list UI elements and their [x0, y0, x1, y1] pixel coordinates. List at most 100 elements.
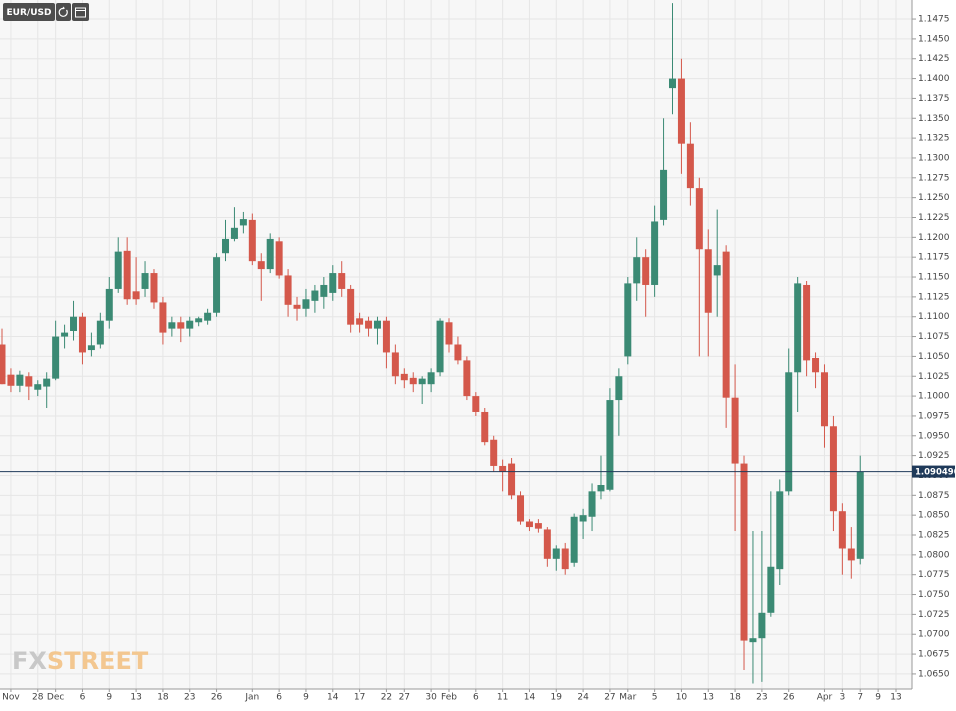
- refresh-button[interactable]: [56, 3, 71, 21]
- candle-body: [70, 316, 78, 332]
- candle-body: [812, 357, 820, 373]
- candle-body: [454, 344, 462, 361]
- refresh-icon: [58, 7, 68, 17]
- candle-body: [78, 316, 86, 353]
- x-tick-label: 18: [729, 693, 741, 703]
- y-tick-label: 1.1300: [918, 153, 950, 163]
- x-tick-label: 6: [473, 693, 479, 703]
- candle-body: [105, 288, 113, 321]
- candle-body: [222, 238, 229, 254]
- x-tick-label: 19: [551, 693, 563, 703]
- candle-body: [758, 612, 766, 639]
- candle-body: [168, 322, 176, 329]
- candle-body: [749, 638, 757, 643]
- candle-body: [794, 283, 802, 373]
- candle-body: [34, 384, 42, 390]
- x-tick-label: Apr: [817, 693, 833, 703]
- candle-body: [43, 378, 51, 387]
- candle-body: [660, 169, 668, 220]
- x-tick-label: 5: [652, 693, 658, 703]
- axes: 1.0650 1.0675 1.0700 1.0725 1.0750 1.0775 1.08…: [0, 15, 956, 703]
- y-tick-label: 1.0850: [918, 511, 950, 521]
- x-tick-label: 23: [756, 693, 767, 703]
- y-tick-label: 1.1200: [918, 233, 950, 243]
- candle-body: [499, 465, 507, 472]
- x-tick-label: Nov: [2, 693, 20, 703]
- candle-body: [570, 516, 578, 563]
- candle-body: [704, 249, 712, 313]
- x-tick-label: 6: [80, 693, 86, 703]
- candle-body: [16, 374, 24, 386]
- candle-body: [472, 396, 480, 412]
- x-tick-label: 10: [676, 693, 688, 703]
- y-tick-label: 1.0725: [918, 610, 950, 620]
- y-tick-label: 1.1450: [918, 34, 950, 44]
- candle-body: [159, 302, 167, 333]
- candle-body: [829, 426, 837, 512]
- candle-body: [740, 463, 748, 641]
- candle-body: [615, 376, 623, 401]
- y-tick-label: 1.0825: [918, 531, 950, 541]
- candle-body: [293, 304, 301, 309]
- candle-body: [213, 257, 221, 313]
- y-tick-label: 1.0675: [918, 650, 950, 660]
- y-tick-label: 1.1100: [918, 312, 950, 322]
- candles: [0, 3, 864, 684]
- x-tick-label: 13: [890, 693, 901, 703]
- candle-body: [61, 332, 69, 337]
- y-tick-label: 1.1275: [918, 173, 950, 183]
- candle-body: [230, 227, 238, 239]
- candle-body: [561, 548, 569, 570]
- x-tick-label: 9: [875, 693, 881, 703]
- y-tick-label: 1.1050: [918, 352, 950, 362]
- candle-body: [856, 471, 864, 559]
- candle-body: [579, 515, 587, 522]
- x-tick-label: 14: [524, 693, 536, 703]
- candle-body: [713, 265, 721, 276]
- calendar-button[interactable]: [72, 3, 89, 21]
- candle-body: [445, 322, 453, 345]
- candle-body: [365, 320, 373, 329]
- x-tick-label: 14: [327, 693, 339, 703]
- grid: [0, 0, 912, 689]
- y-tick-label: 1.0950: [918, 431, 950, 441]
- x-tick-label: 11: [497, 693, 508, 703]
- y-tick-label: 1.1075: [918, 332, 950, 342]
- symbol-badge[interactable]: [3, 3, 55, 21]
- y-tick-label: 1.0650: [918, 669, 950, 679]
- candle-body: [785, 372, 793, 492]
- y-tick-label: 1.0975: [918, 411, 950, 421]
- candle-body: [508, 463, 516, 496]
- candle-body: [248, 219, 256, 262]
- x-tick-label: 26: [211, 693, 223, 703]
- candle-body: [633, 257, 641, 284]
- candle-body: [150, 273, 158, 303]
- candle-body: [284, 275, 292, 305]
- x-tick-label: 28: [32, 693, 44, 703]
- candle-body: [669, 78, 676, 89]
- candle-body: [525, 521, 533, 528]
- candle-body: [177, 322, 185, 329]
- x-tick-label: 30: [425, 693, 437, 703]
- x-tick-label: 6: [276, 693, 282, 703]
- candle-body: [382, 320, 390, 353]
- y-tick-label: 1.1325: [918, 134, 950, 144]
- candle-body: [490, 439, 498, 466]
- candle-body: [275, 241, 283, 276]
- candle-body: [302, 299, 310, 309]
- y-tick-label: 1.1025: [918, 372, 950, 382]
- candle-body: [588, 491, 596, 517]
- candle-body: [624, 283, 632, 357]
- x-tick-label: 13: [130, 693, 141, 703]
- y-tick-label: 1.1350: [918, 114, 950, 124]
- x-tick-label: 17: [354, 693, 365, 703]
- candle-body: [838, 511, 846, 549]
- candle-body: [677, 78, 685, 144]
- watermark-prefix: FX: [12, 647, 47, 675]
- toolbar: EUR/USD: [3, 3, 89, 21]
- x-tick-label: 22: [381, 693, 392, 703]
- candle-body: [87, 345, 95, 351]
- candle-body: [436, 320, 444, 373]
- candle-body: [517, 495, 525, 522]
- x-tick-label: 18: [157, 693, 169, 703]
